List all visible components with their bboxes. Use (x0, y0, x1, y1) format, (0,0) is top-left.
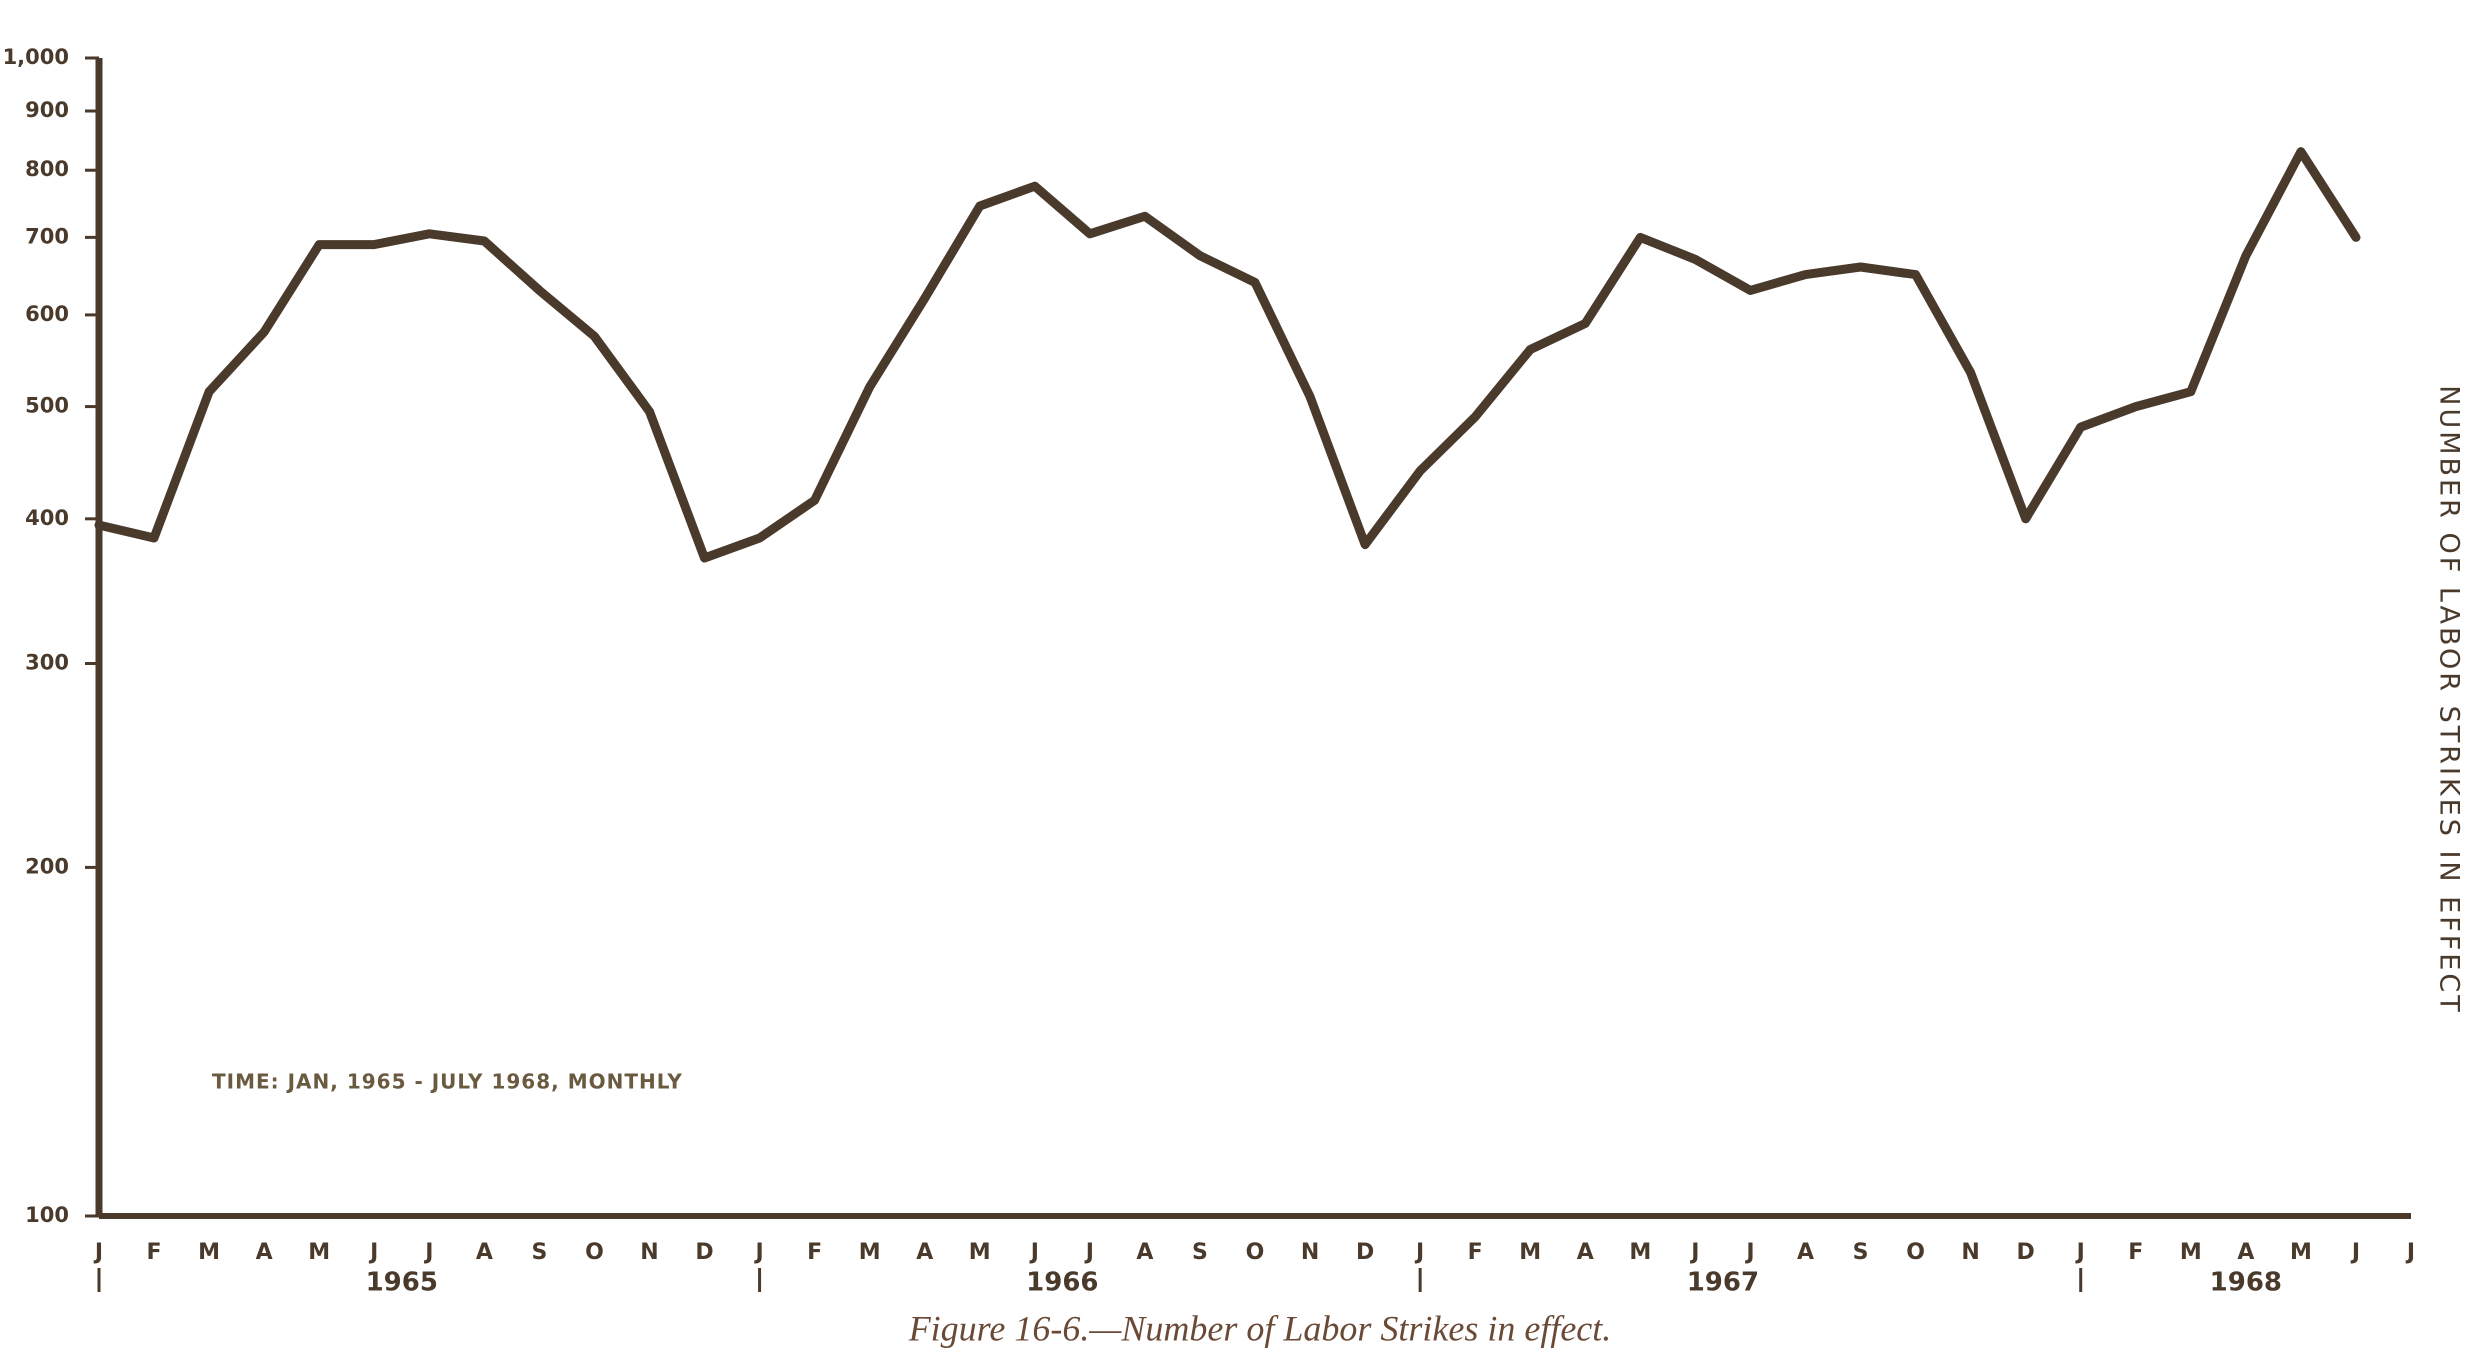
chart-title: Figure 16-6.—Number of Labor Strikes in … (908, 1308, 1612, 1348)
x-tick-label: A (2237, 1240, 2254, 1265)
x-tick-label: S (1853, 1240, 1869, 1265)
x-tick-label: S (1192, 1240, 1208, 1265)
x-tick-label: A (1797, 1240, 1814, 1265)
x-tick-label: M (1519, 1240, 1541, 1265)
x-tick-label: F (1468, 1240, 1483, 1265)
x-tick-label: M (308, 1240, 330, 1265)
x-tick-label: D (2017, 1240, 2035, 1265)
x-tick-label: S (531, 1240, 547, 1265)
data-line (94, 147, 2361, 563)
x-tick-label: J (1689, 1240, 1699, 1265)
x-tick-label: M (2180, 1240, 2202, 1265)
x-tick-label: J (2350, 1240, 2360, 1265)
x-tick-label: J (1414, 1240, 1424, 1265)
x-tick-label: J (1744, 1240, 1754, 1265)
x-tick-label: J (423, 1240, 433, 1265)
x-tick-label: M (859, 1240, 881, 1265)
x-tick-label: M (2290, 1240, 2312, 1265)
x-tick-label: A (1577, 1240, 1594, 1265)
x-tick-label: O (585, 1240, 604, 1265)
y-tick-label: 300 (25, 650, 69, 674)
y-tick-label: 800 (25, 157, 69, 181)
y-tick-label: 400 (25, 506, 69, 530)
x-tick-label: J (2405, 1240, 2415, 1265)
x-tick-label: N (640, 1240, 658, 1265)
annotation: TIME: JAN, 1965 - JULY 1968, MONTHLY (212, 1070, 683, 1094)
year-label: 1967 (1687, 1268, 1759, 1298)
x-tick-label: D (1356, 1240, 1374, 1265)
y-tick-label: 200 (25, 854, 69, 878)
x-tick-label: J (1084, 1240, 1094, 1265)
y-tick-label: 100 (25, 1203, 69, 1227)
x-tick-label: J (753, 1240, 763, 1265)
year-label: 1965 (366, 1268, 438, 1298)
x-tick-label: F (807, 1240, 822, 1265)
y-tick-label: 900 (25, 98, 69, 122)
y-axis-label: NUMBER OF LABOR STRIKES IN EFFECT (2434, 385, 2465, 1014)
x-tick-label: M (1629, 1240, 1651, 1265)
year-label: 1966 (1026, 1268, 1098, 1298)
x-tick-label: J (2075, 1240, 2085, 1265)
x-tick-label: M (198, 1240, 220, 1265)
x-tick-label: M (969, 1240, 991, 1265)
x-tick-label: F (147, 1240, 162, 1265)
y-tick-label: 500 (25, 394, 69, 418)
x-tick-label: N (1961, 1240, 1979, 1265)
y-tick-label: 700 (25, 224, 69, 248)
x-tick-label: N (1301, 1240, 1319, 1265)
x-tick-label: J (368, 1240, 378, 1265)
x-tick-label: A (916, 1240, 933, 1265)
x-tick-label: F (2128, 1240, 2143, 1265)
year-label: 1968 (2210, 1268, 2282, 1298)
x-tick-label: O (1906, 1240, 1925, 1265)
y-tick-label: 600 (25, 302, 69, 326)
x-tick-label: A (1136, 1240, 1153, 1265)
x-tick-label: J (1029, 1240, 1039, 1265)
x-tick-label: A (476, 1240, 493, 1265)
x-tick-label: J (93, 1240, 103, 1265)
y-tick-label: 1,000 (3, 45, 69, 69)
x-tick-label: D (695, 1240, 713, 1265)
x-tick-label: O (1246, 1240, 1265, 1265)
x-tick-label: A (256, 1240, 273, 1265)
